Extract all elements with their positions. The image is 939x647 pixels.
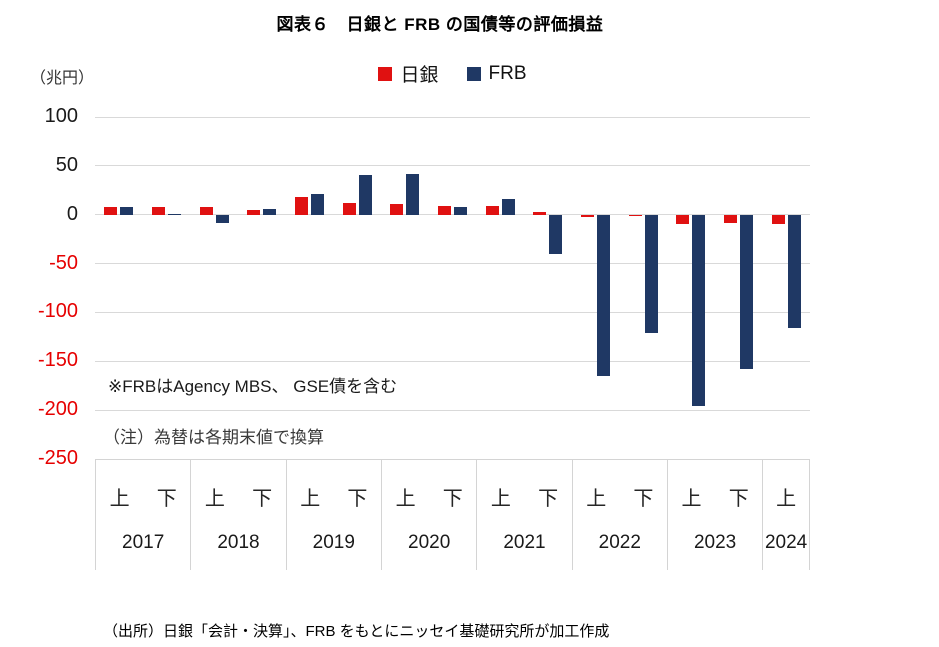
bar-日銀-2022上	[581, 214, 594, 217]
year-label: 2020	[408, 532, 451, 553]
bar-FRB-2022下	[644, 214, 658, 333]
bar-FRB-2017下	[168, 213, 181, 215]
year-label: 2023	[693, 532, 737, 553]
gridline-100	[95, 116, 810, 118]
bar-日銀-2018上	[199, 206, 213, 215]
half-label: 上	[490, 487, 511, 510]
ytick-label-0: 0	[66, 202, 78, 225]
gridline--200	[95, 409, 810, 411]
half-label: 上	[586, 487, 607, 510]
xaxis-year-col-2024: 上 2024	[762, 460, 810, 570]
gridline--150	[95, 360, 810, 362]
year-label: 2017	[122, 532, 165, 553]
half-label: 下	[252, 487, 273, 510]
half-label: 上	[681, 487, 702, 510]
bar-FRB-2018下	[263, 208, 277, 215]
bar-日銀-2017上	[104, 206, 118, 215]
bar-FRB-2021下	[549, 214, 563, 254]
legend-swatch-boj	[378, 66, 393, 81]
gridline-50	[95, 165, 810, 167]
xaxis-year-col-2021: 上下 2021	[476, 460, 571, 570]
year-label: 2021	[503, 532, 546, 553]
year-label: 2018	[217, 532, 260, 553]
plot-area	[95, 116, 810, 460]
year-label: 2024	[764, 532, 808, 553]
year-label: 2019	[312, 532, 355, 553]
gridline-0	[95, 214, 810, 216]
half-label-row: 上下	[668, 460, 762, 532]
legend: 日銀 FRB	[95, 60, 810, 87]
half-label: 下	[633, 487, 654, 510]
ytick-label--150: -150	[37, 349, 78, 372]
xaxis-year-col-2020: 上下 2020	[380, 460, 476, 570]
bar-日銀-2021上	[485, 205, 499, 215]
gridline--50	[95, 263, 810, 265]
year-label: 2022	[598, 532, 641, 553]
half-label: 下	[156, 487, 177, 510]
legend-item-frb: FRB	[466, 62, 527, 85]
fx-note: （注）為替は各期末値で換算	[103, 428, 324, 447]
ytick-label--50: -50	[49, 251, 78, 274]
half-label: 上	[300, 487, 321, 510]
x-axis-table: 上下 2017 上下 2018 上下 2019 上下 2020 上下 2021 上下 2022 上下 20…	[95, 459, 810, 570]
bar-FRB-2022上	[597, 214, 610, 376]
bar-日銀-2018下	[247, 209, 261, 215]
bar-日銀-2019下	[342, 202, 356, 215]
half-label: 上	[204, 487, 225, 510]
half-label: 下	[442, 487, 463, 510]
half-label-row: 上下	[287, 460, 381, 532]
bar-FRB-2017上	[120, 206, 134, 215]
half-label-row: 上下	[191, 460, 285, 532]
bar-日銀-2023下	[724, 214, 737, 224]
bar-FRB-2020下	[454, 206, 467, 215]
half-label: 上	[395, 487, 416, 510]
xaxis-year-col-2019: 上下 2019	[285, 460, 381, 570]
legend-label-boj: 日銀	[400, 65, 439, 86]
half-label: 上	[776, 487, 797, 510]
half-label-row: 上下	[96, 460, 190, 532]
bar-FRB-2019下	[358, 174, 372, 215]
ytick-label--200: -200	[37, 398, 78, 421]
bar-FRB-2023上	[692, 214, 706, 407]
ytick-label--250: -250	[37, 447, 78, 469]
bar-日銀-2017下	[152, 206, 165, 215]
bar-日銀-2024上	[771, 214, 785, 225]
bar-FRB-2021上	[501, 199, 515, 215]
bar-FRB-2018上	[215, 214, 229, 223]
chart-title: 図表６ 日銀と FRB の国債等の評価損益	[276, 15, 604, 34]
legend-swatch-frb	[466, 66, 481, 81]
xaxis-year-col-2022: 上下 2022	[571, 460, 667, 570]
half-label: 下	[538, 487, 559, 510]
bar-FRB-2023下	[740, 214, 753, 370]
bar-日銀-2020上	[390, 203, 404, 215]
half-label-row: 上下	[382, 460, 476, 532]
half-label-row: 上下	[573, 460, 667, 532]
frb-note: ※FRBはAgency MBS、 GSE債を含む	[108, 377, 398, 396]
xaxis-year-col-2023: 上下 2023	[666, 460, 762, 570]
bar-日銀-2021下	[533, 211, 547, 215]
half-label: 下	[728, 487, 749, 510]
bar-日銀-2022下	[628, 214, 642, 216]
bar-FRB-2020上	[406, 173, 420, 215]
bar-日銀-2019上	[295, 197, 308, 215]
bar-日銀-2023上	[676, 214, 690, 225]
half-label: 上	[109, 487, 130, 510]
bar-FRB-2024上	[787, 214, 801, 329]
xaxis-year-col-2017: 上下 2017	[95, 460, 190, 570]
legend-label-frb: FRB	[488, 62, 527, 84]
ytick-label--100: -100	[37, 300, 78, 323]
bar-日銀-2020下	[438, 205, 451, 215]
half-label-row: 上下	[477, 460, 571, 532]
legend-item-boj: 日銀	[378, 60, 439, 87]
half-label: 下	[347, 487, 368, 510]
gridline--100	[95, 311, 810, 313]
half-label-row: 上	[763, 460, 809, 532]
y-axis-unit-label: （兆円）	[30, 70, 95, 87]
source-note: （出所）日銀「会計・決算」、FRB をもとにニッセイ基礎研究所が加工作成	[103, 623, 610, 640]
xaxis-year-col-2018: 上下 2018	[190, 460, 285, 570]
bar-FRB-2019上	[311, 194, 324, 215]
ytick-label-100: 100	[44, 105, 78, 127]
ytick-label-50: 50	[55, 153, 78, 176]
